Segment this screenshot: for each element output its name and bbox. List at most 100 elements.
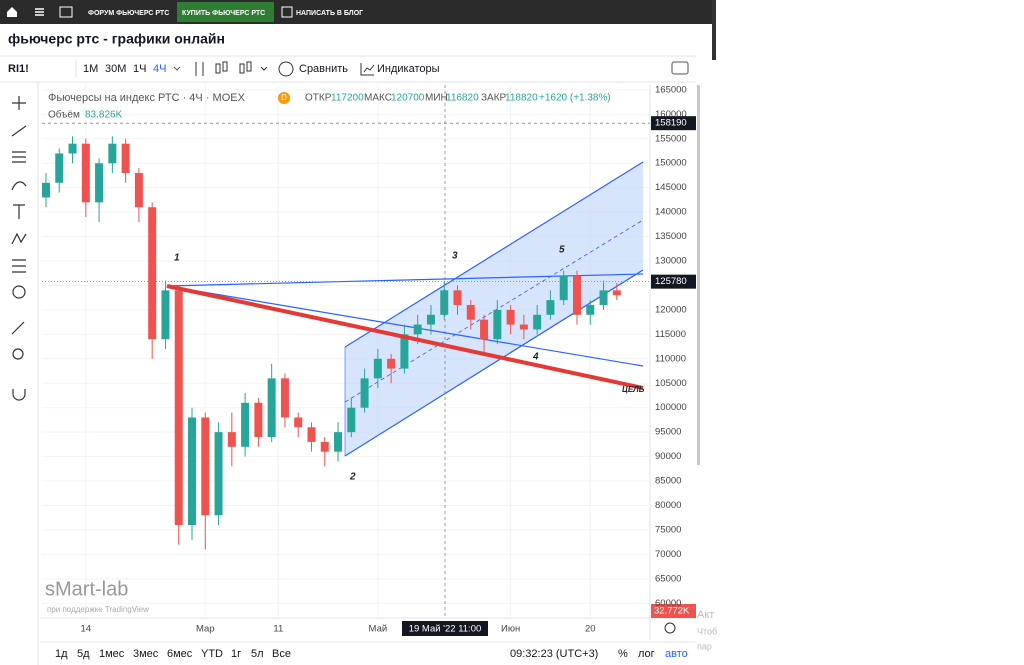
y-tick-label: 85000	[655, 476, 681, 487]
volume-label: Объём	[48, 109, 80, 121]
scrollbar	[697, 85, 700, 465]
y-tick-label: 165000	[655, 84, 687, 95]
candle-body	[320, 441, 329, 452]
candle-body	[81, 143, 90, 203]
home-icon[interactable]	[7, 7, 17, 17]
drawing-tools[interactable]	[11, 96, 27, 401]
nav-buy[interactable]: КУПИТЬ ФЬЮЧЕРС РТС	[182, 10, 265, 17]
indicators-button[interactable]: Индикаторы	[377, 63, 440, 75]
price-tag-bg	[651, 116, 696, 131]
ohlc-value: 116820	[446, 93, 479, 104]
chart-title: Фьючерсы на индекс РТС · 4Ч · MOEX	[48, 92, 246, 104]
candle-body	[572, 275, 581, 315]
candle-body	[373, 358, 382, 379]
candle-body	[519, 324, 528, 330]
candle-body	[267, 378, 276, 438]
range-button[interactable]: 1мес	[99, 648, 125, 660]
interval-active[interactable]: 4Ч	[153, 63, 166, 75]
candle-body	[227, 432, 236, 447]
watermark: sMart-lab	[45, 578, 128, 600]
candle-body	[134, 173, 143, 208]
scale-button[interactable]: авто	[665, 648, 688, 660]
y-tick-label: 105000	[655, 378, 687, 389]
candle-body	[214, 432, 223, 516]
range-button[interactable]: 5л	[251, 648, 264, 660]
y-tick-label: 75000	[655, 524, 681, 535]
interval[interactable]: 1Ч	[133, 63, 146, 75]
volume-tag-bg	[651, 604, 696, 618]
candle-body	[466, 305, 475, 320]
x-tick-label: 20	[585, 624, 596, 635]
volume-tag: 32.772K	[654, 606, 690, 617]
indicators-icon[interactable]	[360, 63, 375, 76]
price-tag: 158190	[655, 118, 687, 129]
y-tick-label: 130000	[655, 256, 687, 267]
candle-body	[480, 319, 489, 340]
candle-body	[599, 290, 608, 306]
y-tick-label: 80000	[655, 500, 681, 511]
range-button[interactable]: 3мес	[133, 648, 159, 660]
candle-body	[559, 275, 568, 301]
nav-buy-bg[interactable]	[177, 2, 274, 22]
ohlc-value: 118820	[505, 93, 538, 104]
y-tick-label: 155000	[655, 133, 687, 144]
range-button[interactable]: 5д	[77, 648, 90, 660]
y-tick-label: 100000	[655, 402, 687, 413]
y-tick-label: 95000	[655, 427, 681, 438]
wave-label: 3	[452, 251, 458, 262]
scale-button[interactable]: лог	[638, 648, 655, 660]
range-button[interactable]: 1г	[231, 648, 241, 660]
candles	[41, 136, 621, 550]
chart-type-icons[interactable]	[195, 61, 268, 76]
candle-body	[174, 290, 183, 526]
os-overlay: Акт	[697, 609, 714, 621]
range-button[interactable]: 1д	[55, 648, 68, 660]
volume-value: 83.826K	[85, 110, 123, 121]
compare-button[interactable]: Сравнить	[299, 63, 348, 75]
y-tick-label: 140000	[655, 207, 687, 218]
candle-body	[55, 153, 64, 183]
candle-body	[440, 290, 449, 315]
settings-icon[interactable]	[664, 622, 676, 634]
candle-body	[334, 432, 343, 452]
candle-body	[586, 305, 595, 315]
nav-bar	[0, 0, 712, 24]
range-button[interactable]: YTD	[201, 648, 223, 660]
target-label: ЦЕЛЬ	[622, 385, 645, 394]
chevron[interactable]	[173, 66, 181, 71]
candle-body	[387, 358, 396, 369]
ohlc-value: 120700	[391, 93, 425, 104]
os-overlay: Чтоб	[697, 626, 717, 636]
price-tag-bg	[651, 274, 696, 289]
candle-body	[506, 309, 515, 325]
range-button[interactable]: Все	[272, 648, 291, 660]
nav-forum[interactable]: ФОРУМ ФЬЮЧЕРС РТС	[88, 10, 169, 17]
forum-icon	[59, 6, 73, 18]
range-button[interactable]: 6мес	[167, 648, 193, 660]
badge: D	[281, 93, 287, 102]
crosshair-tag-bg	[402, 621, 488, 636]
nav-blog[interactable]: НАПИСАТЬ В БЛОГ	[296, 10, 363, 17]
symbol[interactable]: RI1!	[8, 63, 29, 75]
badge-bg	[278, 92, 290, 104]
scale-button[interactable]: %	[618, 648, 628, 660]
candle-body	[254, 402, 263, 438]
os-overlay: пар	[697, 641, 712, 651]
snapshot-icon[interactable]	[671, 61, 689, 75]
y-tick-label: 160000	[655, 109, 687, 120]
candle-body	[360, 378, 369, 408]
interval[interactable]: 1M	[83, 63, 98, 75]
candle-body	[108, 143, 117, 164]
price-tag: 125780	[655, 276, 687, 287]
channel-fill	[345, 162, 643, 456]
candle-body	[294, 417, 303, 428]
candle-body	[41, 182, 50, 198]
y-tick-label: 150000	[655, 158, 687, 169]
compare-icon[interactable]	[278, 61, 294, 77]
y-tick-label: 70000	[655, 549, 681, 560]
candle-body	[201, 417, 210, 516]
menu-icon[interactable]	[35, 8, 44, 16]
interval[interactable]: 30M	[105, 63, 126, 75]
candle-body	[347, 407, 356, 433]
